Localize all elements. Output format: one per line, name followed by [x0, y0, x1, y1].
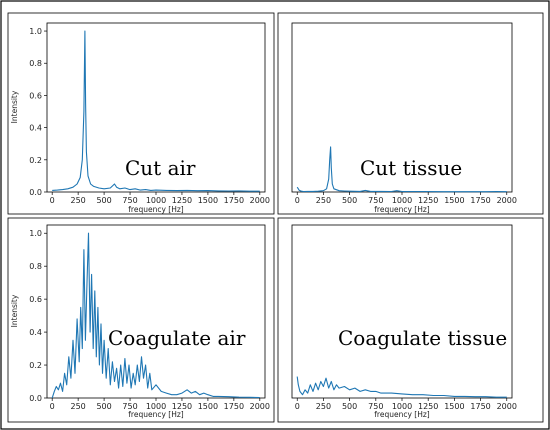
- y-tick-label: 0.2: [29, 156, 42, 165]
- panel-label: Cut tissue: [360, 156, 462, 180]
- x-tick-label: 2000: [250, 402, 270, 411]
- x-tick-label: 1500: [198, 196, 218, 205]
- y-tick-label: 0.6: [29, 91, 42, 100]
- cut-air-axes: 0 250 500 750 1000 1250 1500 1750 2000 0.0 0.2 0.4 0…: [29, 22, 270, 205]
- series-line: [52, 30, 260, 192]
- panel-label: Coagulate tissue: [338, 326, 507, 350]
- coagulate-tissue-axes: 0 250 500 750 1000 1250 1500 1750 2000: [291, 224, 517, 411]
- y-tick-label: 0.2: [29, 361, 42, 370]
- x-tick-label: 250: [316, 196, 331, 205]
- x-tick-label: 1500: [198, 402, 218, 411]
- panel-frame: [7, 12, 275, 215]
- x-tick-label: 0: [50, 196, 55, 205]
- x-tick-label: 500: [96, 402, 111, 411]
- x-tick-label: 1250: [418, 196, 438, 205]
- series-line: [51, 232, 260, 399]
- x-tick-label: 250: [316, 402, 331, 411]
- x-tick-label: 500: [96, 196, 111, 205]
- x-tick-label: 500: [342, 196, 357, 205]
- x-tick-label: 0: [295, 402, 300, 411]
- panel-label: Cut air: [125, 156, 196, 180]
- x-tick-label: 1000: [146, 402, 166, 411]
- y-tick-label: 0.4: [29, 124, 42, 133]
- x-tick-label: 1750: [470, 402, 490, 411]
- x-tick-label: 1750: [470, 196, 490, 205]
- x-tick-label: 250: [71, 196, 86, 205]
- x-tick-label: 0: [50, 402, 55, 411]
- x-tick-label: 2000: [497, 402, 517, 411]
- x-tick-label: 1250: [172, 402, 192, 411]
- y-tick-label: 1.0: [29, 27, 42, 36]
- panel-frame: [277, 217, 544, 423]
- y-tick-label: 0.6: [29, 295, 42, 304]
- x-tick-label: 750: [122, 402, 137, 411]
- panel-coagulate-air: 0 250 500 750 1000 1250 1500 1750 2000 0.0 0.2 0.4 0…: [7, 217, 275, 423]
- y-tick-label: 1.0: [29, 229, 42, 238]
- y-tick-label: 0.0: [29, 394, 42, 403]
- x-tick-label: 750: [368, 402, 383, 411]
- x-tick-label: 1000: [146, 196, 166, 205]
- y-axis-title: Intensity: [10, 294, 19, 327]
- coagulate-air-axes: 0 250 500 750 1000 1250 1500 1750 2000 0.0 0.2 0.4 0…: [29, 224, 270, 411]
- x-tick-label: 0: [295, 196, 300, 205]
- x-axis-title: frequency [Hz]: [374, 410, 430, 419]
- x-axis-title: frequency [Hz]: [128, 410, 184, 419]
- x-axis-title: frequency [Hz]: [374, 205, 430, 214]
- x-tick-label: 1000: [392, 402, 412, 411]
- x-tick-label: 1250: [172, 196, 192, 205]
- x-tick-label: 1750: [224, 402, 244, 411]
- panel-coagulate-tissue: 0 250 500 750 1000 1250 1500 1750 2000 frequency…: [277, 217, 544, 423]
- x-tick-label: 750: [368, 196, 383, 205]
- panel-cut-tissue: 0 250 500 750 1000 1250 1500 1750 2000 frequency…: [277, 12, 544, 215]
- series-line: [296, 146, 507, 193]
- y-tick-label: 0.4: [29, 328, 42, 337]
- x-tick-label: 1500: [444, 196, 464, 205]
- x-tick-label: 1500: [444, 402, 464, 411]
- x-tick-label: 2000: [497, 196, 517, 205]
- x-tick-label: 250: [71, 402, 86, 411]
- panel-label: Coagulate air: [108, 326, 246, 350]
- x-axis-title: frequency [Hz]: [128, 205, 184, 214]
- x-tick-label: 1750: [224, 196, 244, 205]
- panel-frame: [7, 217, 275, 423]
- x-tick-label: 1000: [392, 196, 412, 205]
- y-tick-label: 0.0: [29, 188, 42, 197]
- x-tick-label: 1250: [418, 402, 438, 411]
- panel-cut-air: 0 250 500 750 1000 1250 1500 1750 2000 0.0 0.2 0.4 0…: [7, 12, 275, 215]
- y-tick-label: 0.8: [29, 59, 42, 68]
- y-tick-label: 0.8: [29, 262, 42, 271]
- panel-frame: [277, 12, 544, 215]
- x-tick-label: 500: [342, 402, 357, 411]
- series-line: [296, 376, 507, 398]
- x-tick-label: 750: [122, 196, 137, 205]
- cut-tissue-axes: 0 250 500 750 1000 1250 1500 1750 2000: [291, 22, 517, 205]
- y-axis-title: Intensity: [10, 90, 19, 123]
- x-tick-label: 2000: [250, 196, 270, 205]
